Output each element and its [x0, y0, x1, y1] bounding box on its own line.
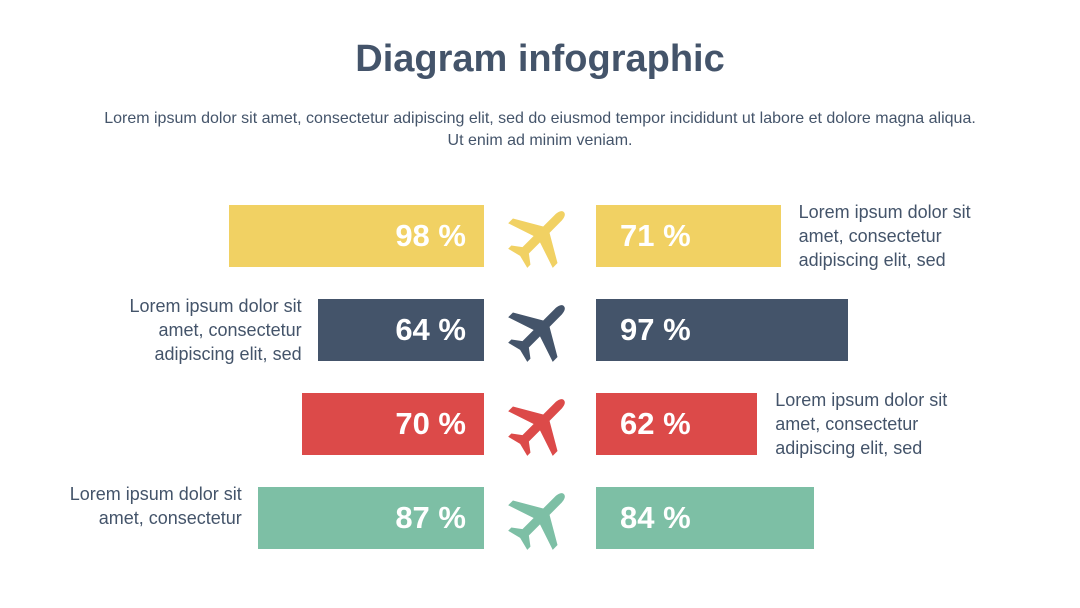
subtitle: Lorem ipsum dolor sit amet, consectetur … [104, 110, 976, 149]
right-bar: 97 % [596, 299, 849, 361]
left-bar: 70 % [302, 393, 484, 455]
plane-icon [504, 200, 576, 272]
right-bar: 71 % [596, 205, 781, 267]
right-bar: 62 % [596, 393, 758, 455]
right-bar: 84 % [596, 487, 815, 549]
value-label: 71 % [620, 218, 691, 253]
left-bar: 98 % [229, 205, 484, 267]
plane [508, 399, 565, 456]
plane [508, 211, 565, 268]
title: Diagram infographic [355, 38, 725, 80]
plane-icon [504, 482, 576, 554]
value-label: 87 % [395, 500, 466, 535]
note: Lorem ipsum dolor sit amet, consectetur [69, 484, 242, 528]
note: Lorem ipsum dolor sit amet, consectetur … [798, 202, 971, 270]
value-label: 64 % [395, 312, 466, 347]
plane-icon [504, 388, 576, 460]
plane-icon [504, 294, 576, 366]
left-bar: 87 % [257, 487, 484, 549]
value-label: 98 % [395, 218, 466, 253]
plane [508, 305, 565, 362]
note: Lorem ipsum dolor sit amet, consectetur … [775, 390, 948, 458]
value-label: 97 % [620, 312, 691, 347]
value-label: 70 % [395, 406, 466, 441]
plane [508, 493, 565, 550]
note: Lorem ipsum dolor sit amet, consectetur … [129, 296, 302, 364]
value-label: 62 % [620, 406, 691, 441]
left-bar: 64 % [317, 299, 484, 361]
value-label: 84 % [620, 500, 691, 535]
